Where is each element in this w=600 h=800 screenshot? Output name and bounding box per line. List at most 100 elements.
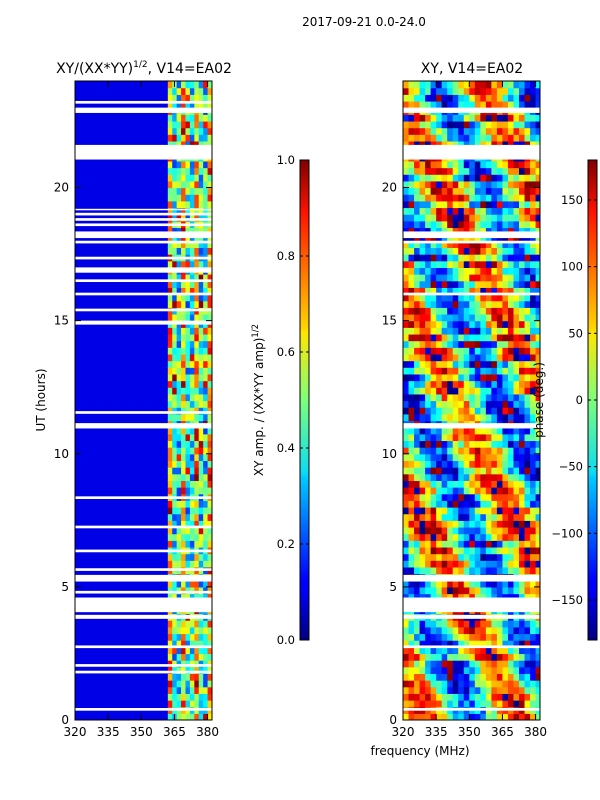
- phase-cell: [502, 640, 509, 648]
- phase-cell: [513, 533, 520, 541]
- phase-cell: [403, 686, 410, 694]
- phase-cell: [436, 593, 443, 601]
- phase-cell: [507, 493, 514, 501]
- amplitude-cell: [185, 274, 191, 282]
- phase-cell: [474, 640, 481, 648]
- phase-cell: [436, 247, 443, 255]
- phase-cell: [513, 593, 520, 601]
- phase-cell: [513, 427, 520, 435]
- phase-cell: [513, 114, 520, 122]
- phase-cell: [452, 294, 459, 302]
- phase-cell: [524, 214, 531, 222]
- phase-cell: [485, 254, 492, 262]
- phase-cell: [519, 646, 526, 655]
- amplitude-cell: [167, 593, 173, 601]
- amplitude-cell: [189, 487, 195, 495]
- amplitude-cell: [207, 407, 212, 415]
- amplitude-cell: [194, 140, 200, 149]
- figure-xlabel: frequency (MHz): [370, 744, 469, 758]
- amplitude-cell: [207, 680, 212, 688]
- phase-cell: [524, 120, 531, 129]
- phase-cell: [502, 220, 509, 229]
- phase-cell: [447, 427, 454, 435]
- phase-cell: [535, 274, 540, 282]
- phase-cell: [458, 460, 465, 468]
- amplitude-cell: [189, 227, 195, 235]
- phase-cell: [458, 593, 465, 601]
- phase-cell: [513, 140, 520, 149]
- phase-cell: [430, 400, 437, 408]
- amplitude-cell: [207, 620, 212, 628]
- phase-cell: [452, 626, 459, 635]
- phase-cell: [436, 680, 443, 688]
- phase-cell: [524, 686, 531, 694]
- phase-cell: [469, 467, 476, 475]
- phase-cell: [458, 187, 465, 195]
- phase-cell: [414, 520, 421, 528]
- phase-cell: [519, 214, 526, 222]
- phase-cell: [480, 633, 487, 641]
- amplitude-cell: [194, 460, 200, 468]
- phase-cell: [403, 240, 410, 249]
- amplitude-cell: [181, 227, 186, 235]
- phase-cell: [491, 387, 498, 395]
- amplitude-cell: [167, 713, 173, 720]
- phase-cell: [474, 340, 481, 348]
- amplitude-cell: [194, 167, 200, 175]
- phase-cell: [425, 633, 432, 641]
- amplitude-cell: [194, 207, 200, 215]
- amplitude-cell: [203, 194, 209, 202]
- amplitude-cell: [167, 313, 173, 322]
- phase-cell: [530, 167, 537, 175]
- phase-cell: [425, 460, 432, 468]
- phase-cell: [436, 433, 443, 442]
- amplitude-cell: [172, 673, 178, 681]
- phase-cell: [469, 453, 476, 462]
- amplitude-cell: [203, 666, 209, 675]
- amplitude-cell: [185, 360, 191, 368]
- phase-cell: [480, 393, 487, 402]
- amplitude-cell: [198, 347, 204, 355]
- phase-cell: [408, 353, 415, 362]
- phase-cell: [485, 660, 492, 668]
- phase-cell: [403, 546, 410, 555]
- phase-cell: [507, 666, 514, 675]
- phase-cell: [519, 440, 526, 448]
- amplitude-cell: [181, 260, 186, 268]
- amplitude-flagged-row: [75, 231, 212, 239]
- phase-cell: [530, 267, 537, 275]
- amplitude-cell: [207, 626, 212, 635]
- amplitude-cell: [198, 400, 204, 408]
- phase-cell: [419, 580, 426, 588]
- phase-cell: [502, 327, 509, 335]
- phase-cell: [441, 700, 448, 708]
- phase-cell: [496, 353, 503, 362]
- phase-cell: [469, 174, 476, 182]
- amplitude-cell: [172, 480, 178, 488]
- phase-cell: [485, 180, 492, 189]
- phase-cell: [463, 274, 470, 282]
- amplitude-cell: [198, 460, 204, 468]
- phase-cell: [458, 294, 465, 302]
- phase-cell: [441, 300, 448, 308]
- phase-cell: [491, 447, 498, 455]
- phase-cell: [403, 87, 410, 95]
- phase-cell: [447, 586, 454, 595]
- amplitude-cell: [203, 680, 209, 688]
- phase-cell: [441, 660, 448, 668]
- phase-cell: [430, 686, 437, 694]
- phase-cell: [480, 267, 487, 275]
- phase-cell: [408, 673, 415, 681]
- amplitude-cell: [172, 580, 178, 588]
- amplitude-cell: [198, 200, 204, 209]
- phase-cell: [425, 686, 432, 694]
- phase-cell: [447, 513, 454, 521]
- amplitude-cell: [181, 287, 186, 295]
- phase-cell: [463, 500, 470, 508]
- phase-cell: [480, 207, 487, 215]
- amplitude-cell: [185, 686, 191, 694]
- phase-cell: [414, 120, 421, 129]
- phase-cell: [530, 533, 537, 541]
- phase-cell: [480, 673, 487, 681]
- amplitude-cell: [167, 680, 173, 688]
